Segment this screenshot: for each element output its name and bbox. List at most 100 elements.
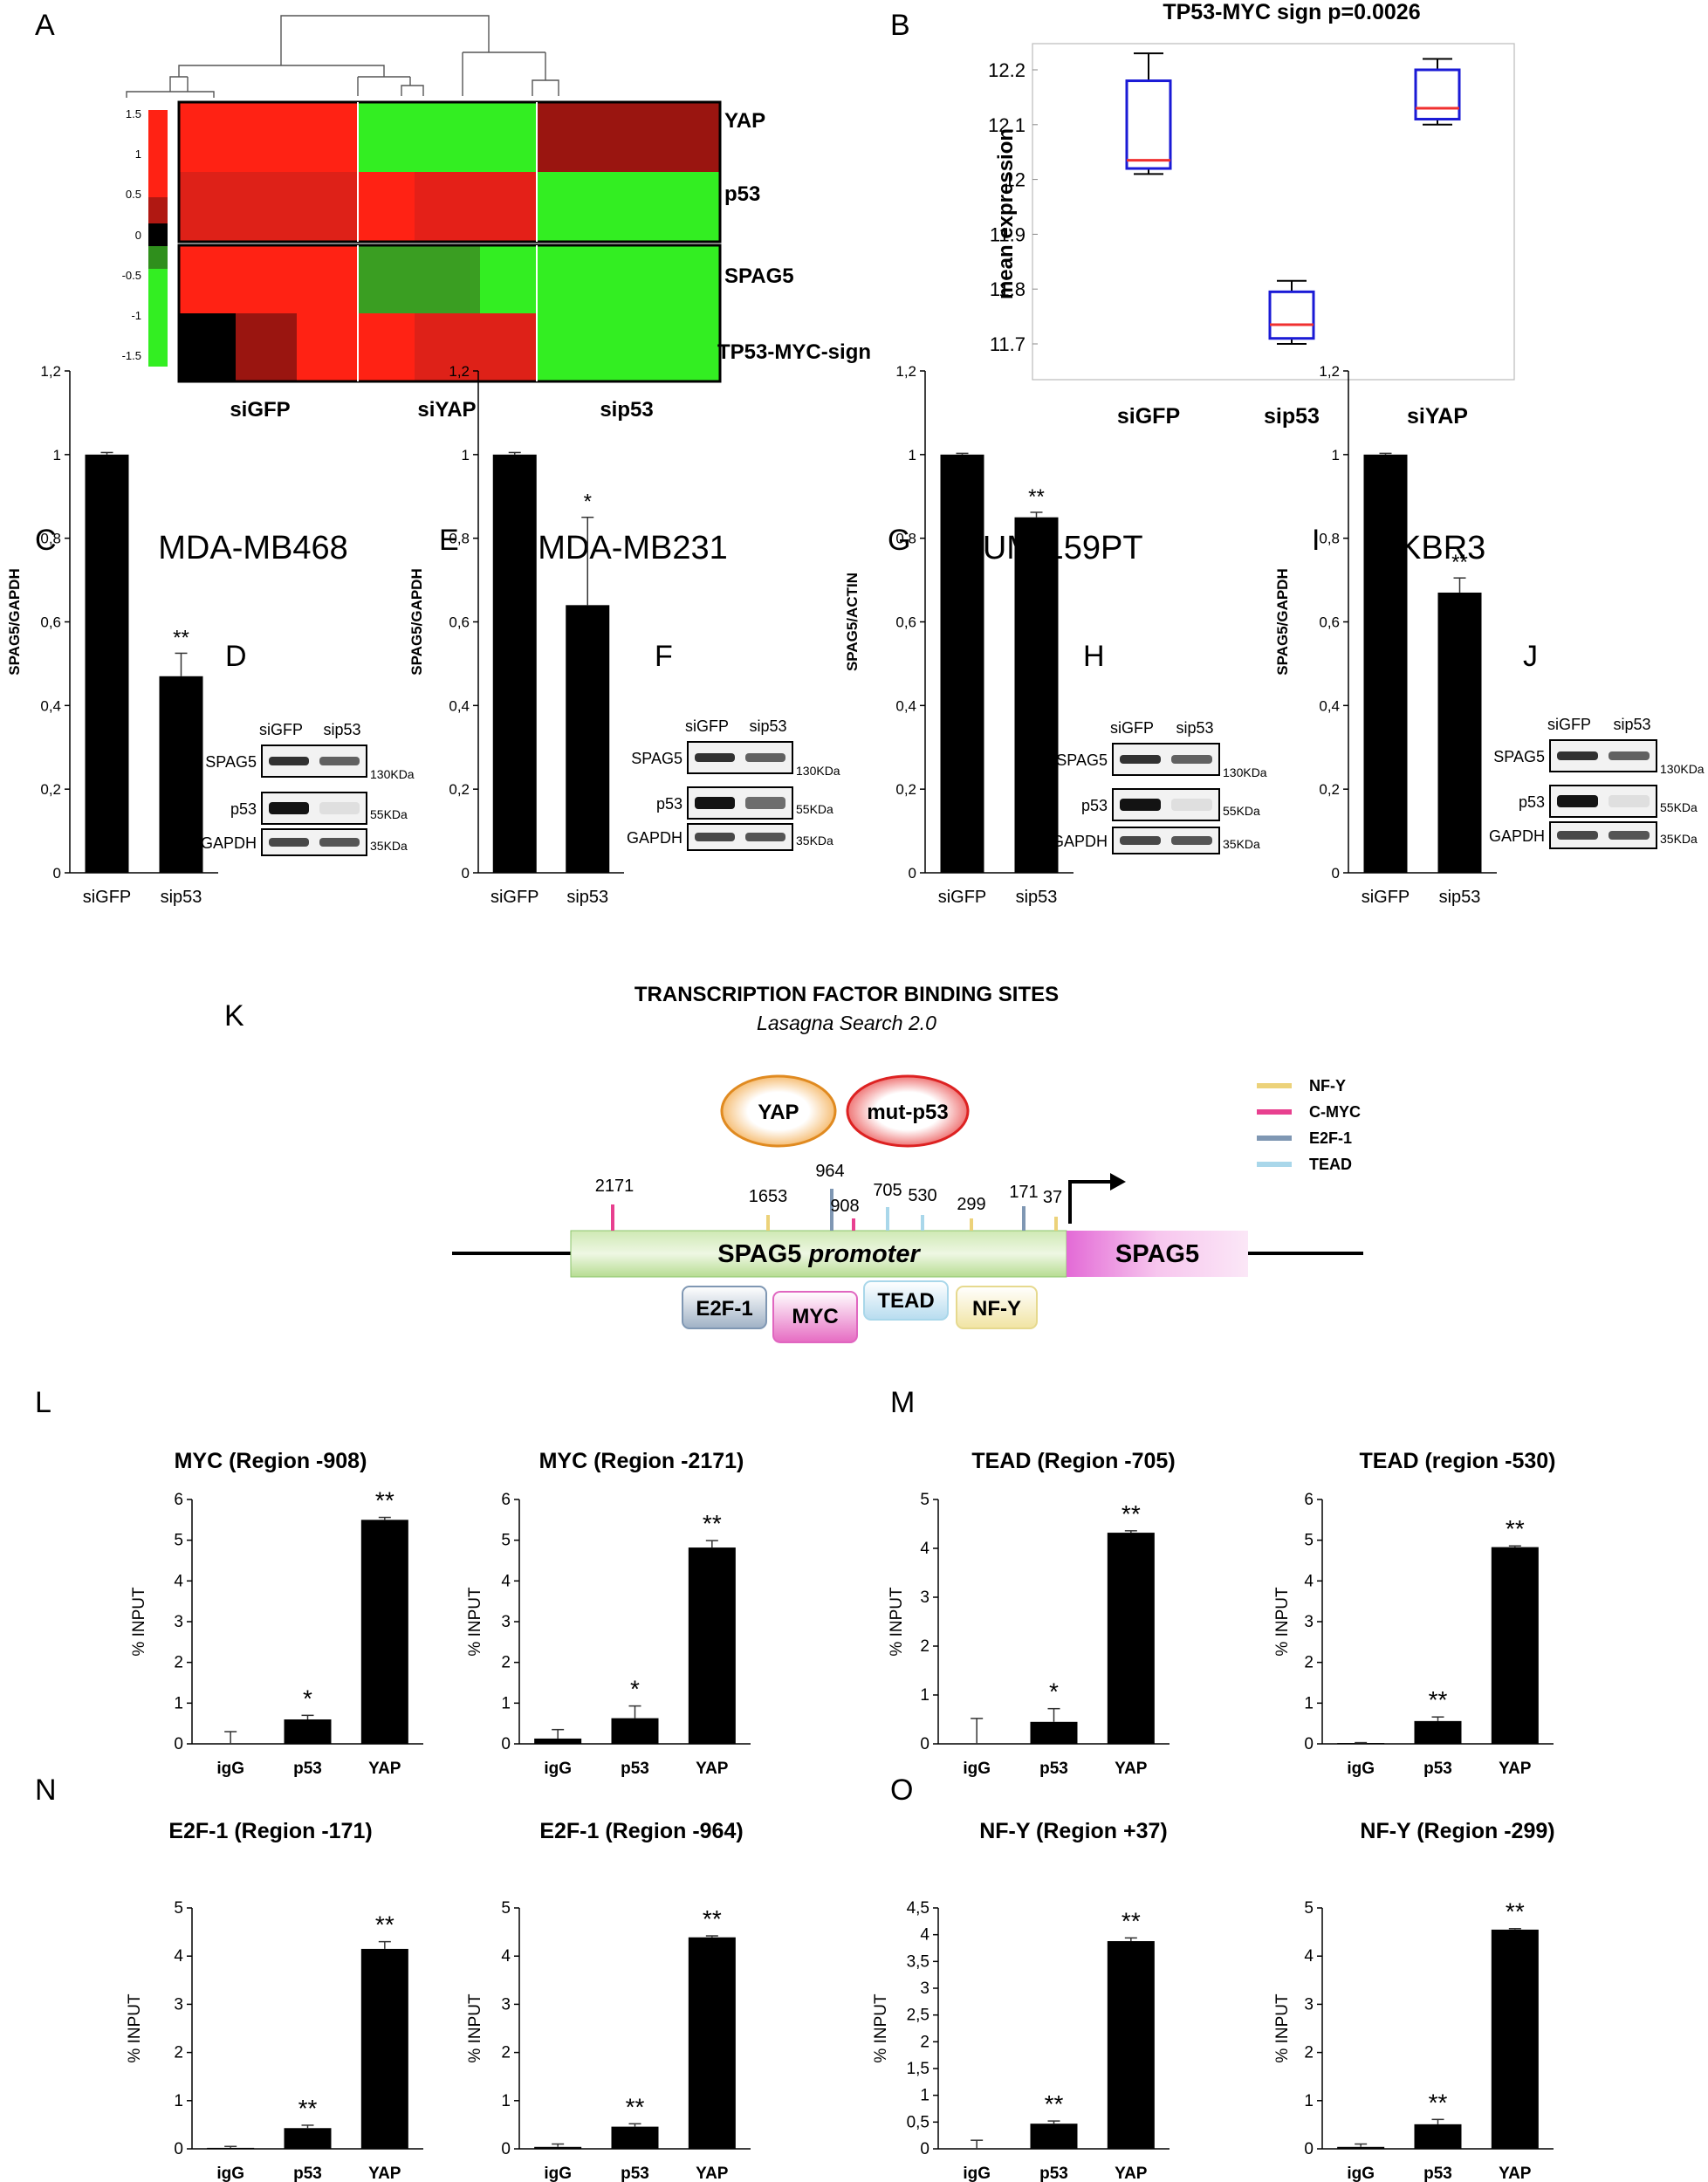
x-tick-label: sip53	[161, 888, 202, 907]
dendrogram	[126, 15, 559, 98]
y-tick-label: 2	[920, 2033, 929, 2051]
y-tick-label: 3	[1304, 1995, 1314, 2014]
panel-letter-k: K	[224, 999, 244, 1033]
bar	[688, 1937, 736, 2149]
band	[745, 833, 785, 841]
promoter-diagram: TRANSCRIPTION FACTOR BINDING SITES Lasag…	[452, 983, 1363, 1343]
band	[269, 802, 309, 814]
x-tick-label: YAP	[368, 2165, 401, 2182]
x-tick-label: p53	[621, 1760, 649, 1778]
y-axis-label: mean expression	[994, 128, 1018, 299]
x-tick-label: YAP	[1115, 1760, 1148, 1778]
scale-tick: -1.5	[122, 349, 141, 362]
y-tick-label: 0	[920, 1735, 929, 1753]
x-tick-label: siGFP	[1117, 404, 1180, 429]
y-tick-label: 0	[501, 1735, 511, 1753]
significance-mark: **	[626, 2093, 645, 2120]
y-tick-label: 2	[174, 1654, 183, 1672]
legend-label: TEAD	[1309, 1156, 1352, 1173]
x-tick-label: p53	[1423, 2165, 1452, 2182]
significance-mark: *	[584, 491, 592, 514]
site-label: 1653	[749, 1187, 788, 1206]
lane-label: siGFP	[259, 721, 303, 738]
band	[745, 797, 785, 809]
x-tick-label: p53	[1423, 1760, 1452, 1778]
blot-row-label: p53	[230, 800, 257, 818]
y-tick-label: 0,6	[1319, 614, 1340, 631]
western-blot-h: siGFP sip53 SPAG5 130KDa p53 55KDa GAPDH 35KDa	[1052, 719, 1267, 854]
x-tick-label: sip53	[1439, 888, 1481, 907]
lane-label: siGFP	[685, 717, 729, 735]
y-tick-label: 5	[920, 1491, 929, 1509]
band	[269, 838, 309, 847]
x-tick-label: siGFP	[490, 888, 539, 907]
blot-row-label: SPAG5	[1056, 751, 1108, 769]
bar	[611, 2126, 659, 2149]
y-tick-label: 0,2	[895, 781, 916, 798]
significance-mark: **	[1122, 1907, 1141, 1934]
heatmap-col-label: sip53	[600, 398, 653, 422]
legend-label: E2F-1	[1309, 1129, 1352, 1147]
significance-mark: **	[1451, 551, 1468, 574]
y-tick-label: 0,4	[40, 697, 61, 714]
y-tick-label: 1	[920, 1686, 929, 1705]
y-tick-label: 4,5	[907, 1899, 929, 1918]
marker-label: 55KDa	[1660, 800, 1698, 814]
panel-letter-i: I	[1312, 524, 1320, 557]
tf-box-myc	[772, 1291, 858, 1343]
y-tick-label: 2	[501, 2044, 511, 2062]
chart-title: NF-Y (Region +37)	[979, 1819, 1168, 1843]
y-tick-label: 2	[174, 2044, 183, 2062]
panel-letter-a: A	[35, 9, 55, 42]
y-tick-label: 11.7	[990, 333, 1025, 355]
yap-oval	[720, 1074, 837, 1148]
x-tick-label: igG	[544, 1760, 572, 1778]
box	[1268, 290, 1315, 340]
site-label: 299	[957, 1195, 985, 1214]
y-axis-label: % INPUT	[130, 1587, 148, 1657]
chart-title: TEAD (region -530)	[1359, 1449, 1555, 1473]
y-tick-label: 6	[501, 1491, 511, 1509]
y-tick-label: 1,5	[907, 2060, 929, 2078]
y-tick-label: 11.8	[990, 278, 1025, 300]
y-tick-label: 1	[53, 447, 61, 463]
bar	[688, 1547, 736, 1744]
legend-label: NF-Y	[1309, 1077, 1346, 1094]
blot-row-label: GAPDH	[1489, 827, 1545, 845]
tf-box-e2f1	[682, 1286, 767, 1329]
band	[1609, 795, 1650, 807]
y-tick-label: 0	[920, 2140, 929, 2158]
scale-tick: 1	[135, 148, 141, 161]
x-tick-label: sip53	[1264, 404, 1320, 429]
bar	[1437, 592, 1482, 873]
marker-label: 35KDa	[796, 834, 833, 847]
marker-label: 130KDa	[370, 767, 415, 781]
y-tick-label: 3	[174, 1613, 183, 1631]
heatmap-col-label: siGFP	[230, 398, 290, 422]
y-tick-label: 1	[920, 2087, 929, 2105]
y-tick-label: 1,2	[1319, 363, 1340, 380]
tss-arrowhead	[1110, 1173, 1126, 1190]
x-tick-label: p53	[293, 2165, 322, 2182]
band	[1557, 831, 1598, 840]
x-tick-label: igG	[216, 2165, 244, 2182]
blot-row-label: GAPDH	[201, 834, 257, 852]
y-tick-label: 0	[174, 1735, 183, 1753]
y-tick-label: 4	[920, 1540, 929, 1558]
band	[319, 802, 360, 814]
y-tick-label: 1,2	[449, 363, 470, 380]
significance-mark: **	[1045, 2090, 1064, 2117]
y-tick-label: 0,4	[895, 697, 916, 714]
x-tick-label: siGFP	[83, 888, 132, 907]
y-tick-label: 12.1	[988, 114, 1025, 136]
bar	[953, 1744, 1001, 1745]
bar-chart-g: SUM-159PT00,20,40,60,811,2SPAG5/ACTINsiG…	[844, 363, 1143, 907]
band	[1609, 751, 1650, 760]
marker-label: 55KDa	[370, 807, 408, 821]
scale-tick: 0.5	[126, 188, 141, 201]
scale-tick: -1	[131, 309, 141, 322]
y-tick-label: 0,2	[1319, 781, 1340, 798]
tf-box-label: NF-Y	[972, 1297, 1021, 1321]
y-tick-label: 0,5	[907, 2113, 929, 2131]
promoter-word-text: promoter	[807, 1240, 921, 1268]
